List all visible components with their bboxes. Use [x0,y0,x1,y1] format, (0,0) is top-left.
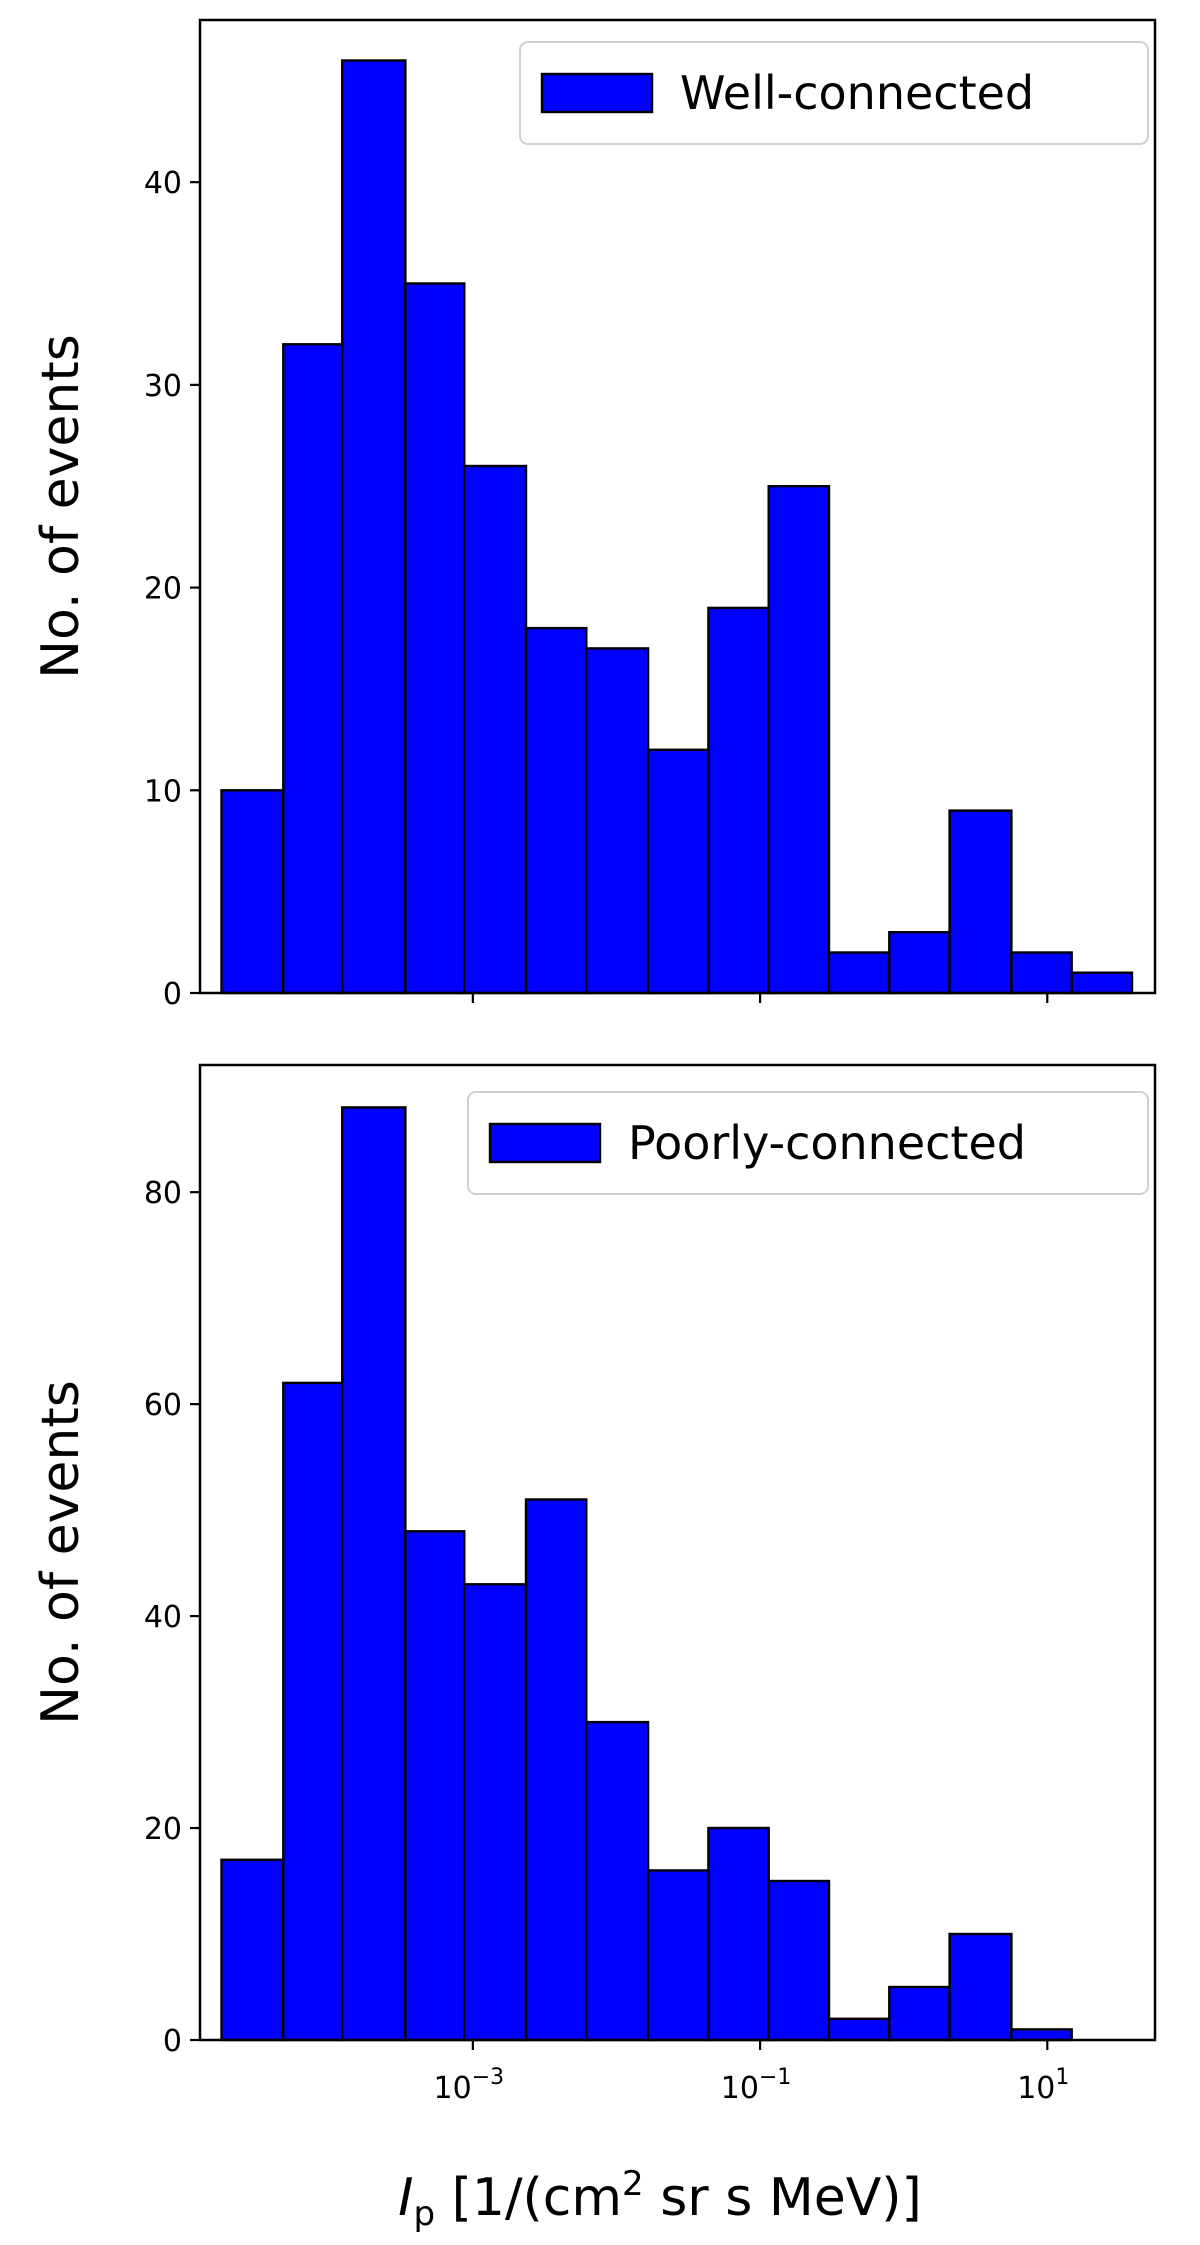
bar [220,1858,285,2042]
y-tick-label: 10 [144,774,182,809]
x-axis-label-unit-start: [1/(cm [435,2168,622,2228]
bar [827,951,891,995]
y-tick-label: 80 [144,1176,182,1211]
y-tick-label: 0 [163,2024,182,2059]
legend-frame [519,41,1149,145]
bar [707,1826,770,2042]
bar [888,1985,951,2042]
legend-frame [467,1091,1149,1195]
y-tick-label: 40 [144,166,182,201]
bar [404,282,466,995]
x-axis-label-symbol: I [398,2168,413,2228]
bar [1010,2028,1073,2042]
y-tick-label: 20 [144,572,182,607]
y-tick-label: 40 [144,1600,182,1635]
legend-label: Poorly-connected [628,1116,1026,1170]
x-axis-label-unit-end: sr s MeV)] [644,2168,922,2228]
bar [524,1498,588,2042]
x-axis-label-subscript: p [414,2194,436,2234]
y-tick-label: 60 [144,1388,182,1423]
bar [827,2017,891,2042]
x-axis-label-superscript: 2 [622,2164,644,2204]
bar [341,1106,407,2042]
panel-2: 0 20 40 60 80 No. of events 10−3 10−1 101 Poorly-… [31,1063,1157,2106]
bar [282,343,344,995]
legend-swatch [540,72,654,114]
legend-swatch [488,1122,602,1164]
bar [707,606,770,995]
legend: Well-connected [519,41,1149,145]
y-axis-label: No. of events [31,334,91,679]
x-tick-label: 10−3 [434,2065,505,2106]
bar [646,748,710,995]
y-axis-label: No. of events [31,1380,91,1725]
y-tick-label: 20 [144,1812,182,1847]
bar [404,1530,466,2042]
legend: Poorly-connected [467,1091,1149,1195]
bar [888,931,951,995]
x-tick-label: 10−1 [721,2065,792,2106]
legend-label: Well-connected [680,66,1034,120]
bar [767,1879,831,2042]
bar [767,485,831,995]
bar [341,59,407,995]
bar [585,1720,650,2042]
bar [1070,971,1134,995]
bar [282,1381,344,2042]
bar [948,809,1013,995]
bar [463,1583,528,2042]
bar [948,1932,1013,2042]
bar [220,789,285,995]
histogram-panels: 0 10 20 30 40 No. of events Well-connected 0 20 4… [31,18,1157,2106]
bar [524,626,588,995]
plot-frame [198,18,1157,995]
bar [463,464,528,995]
bar [646,1869,710,2042]
bar [585,647,650,995]
x-axis-label: Ip [1/(cm2 sr s MeV)] [398,2164,922,2234]
y-tick-label: 30 [144,369,182,404]
y-tick-label: 0 [163,977,182,1012]
x-tick-label: 101 [1017,2065,1069,2106]
bar [1010,951,1073,995]
plot-frame [198,1063,1157,2042]
panel-1: 0 10 20 30 40 No. of events Well-connected [31,18,1157,1012]
